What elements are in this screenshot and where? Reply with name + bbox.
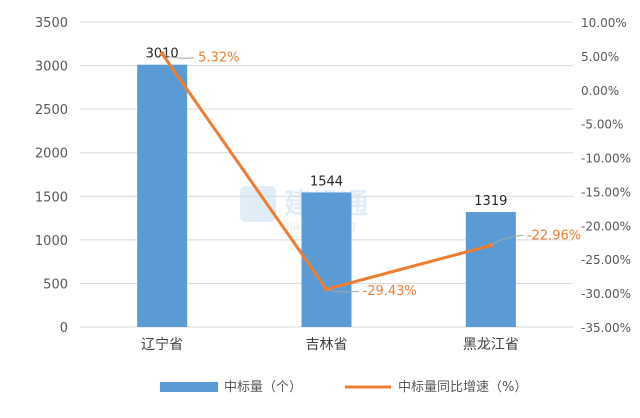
legend: 中标量（个） 中标量同比增速（%） bbox=[160, 380, 527, 395]
category-labels: 辽宁省 吉林省 黑龙江省 bbox=[141, 336, 519, 353]
right-tick-label: -5.00% bbox=[581, 118, 623, 132]
left-tick-label: 2000 bbox=[35, 147, 68, 162]
right-tick-label: -10.00% bbox=[581, 152, 631, 166]
right-tick-label: -35.00% bbox=[581, 321, 631, 335]
right-tick-label: -20.00% bbox=[581, 219, 631, 233]
category-label: 黑龙江省 bbox=[463, 337, 519, 353]
left-tick-label: 0 bbox=[60, 321, 68, 336]
right-tick-label: 0.00% bbox=[581, 84, 619, 98]
watermark-logo bbox=[240, 186, 276, 222]
line-data-label: -22.96% bbox=[527, 228, 581, 243]
line-data-label: 5.32% bbox=[198, 51, 239, 66]
bar-data-label: 1544 bbox=[310, 174, 343, 189]
left-tick-label: 3000 bbox=[35, 60, 68, 75]
left-tick-label: 2500 bbox=[35, 103, 68, 118]
bar-data-label: 1319 bbox=[474, 194, 507, 209]
bar-series bbox=[137, 64, 516, 327]
legend-line-label: 中标量同比增速（%） bbox=[398, 380, 527, 395]
right-tick-label: -15.00% bbox=[581, 185, 631, 199]
line-data-label: -29.43% bbox=[363, 284, 417, 299]
left-tick-label: 500 bbox=[43, 277, 68, 292]
right-tick-label: -30.00% bbox=[581, 287, 631, 301]
category-label: 辽宁省 bbox=[141, 336, 183, 353]
right-axis-ticks: 10.00% 5.00% 0.00% -5.00% -10.00% -15.00% -20.… bbox=[581, 16, 631, 335]
left-tick-label: 3500 bbox=[35, 16, 68, 31]
leader-line bbox=[161, 53, 195, 59]
legend-bar-label: 中标量（个） bbox=[224, 380, 302, 395]
left-tick-label: 1000 bbox=[35, 234, 68, 249]
right-tick-label: -25.00% bbox=[581, 253, 631, 267]
left-axis-ticks: 0 500 1000 1500 2000 2500 3000 3500 bbox=[35, 16, 68, 336]
bar-data-labels: 301015441319 bbox=[146, 47, 508, 209]
right-tick-label: 5.00% bbox=[581, 50, 619, 64]
bar bbox=[137, 64, 188, 327]
bar bbox=[301, 192, 352, 327]
leader-line bbox=[326, 288, 359, 293]
right-tick-label: 10.00% bbox=[581, 16, 627, 30]
left-tick-label: 1500 bbox=[35, 190, 68, 205]
bar bbox=[465, 212, 516, 327]
line-data-labels: 5.32% -29.43% -22.96% bbox=[161, 51, 581, 299]
category-label: 吉林省 bbox=[306, 337, 348, 353]
leader-line bbox=[490, 234, 523, 246]
legend-bar-swatch bbox=[160, 382, 218, 392]
